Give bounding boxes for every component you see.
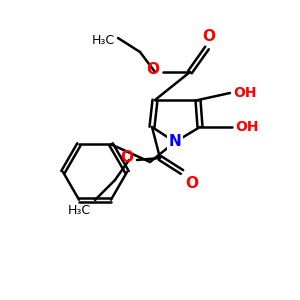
Text: OH: OH <box>233 86 256 100</box>
Text: O: O <box>185 176 198 191</box>
Text: O: O <box>146 62 159 77</box>
Text: O: O <box>120 151 133 166</box>
Text: N: N <box>169 134 182 149</box>
Text: O: O <box>202 29 215 44</box>
Text: OH: OH <box>235 120 259 134</box>
Text: H₃C: H₃C <box>68 204 91 217</box>
Text: H₃C: H₃C <box>92 34 115 47</box>
